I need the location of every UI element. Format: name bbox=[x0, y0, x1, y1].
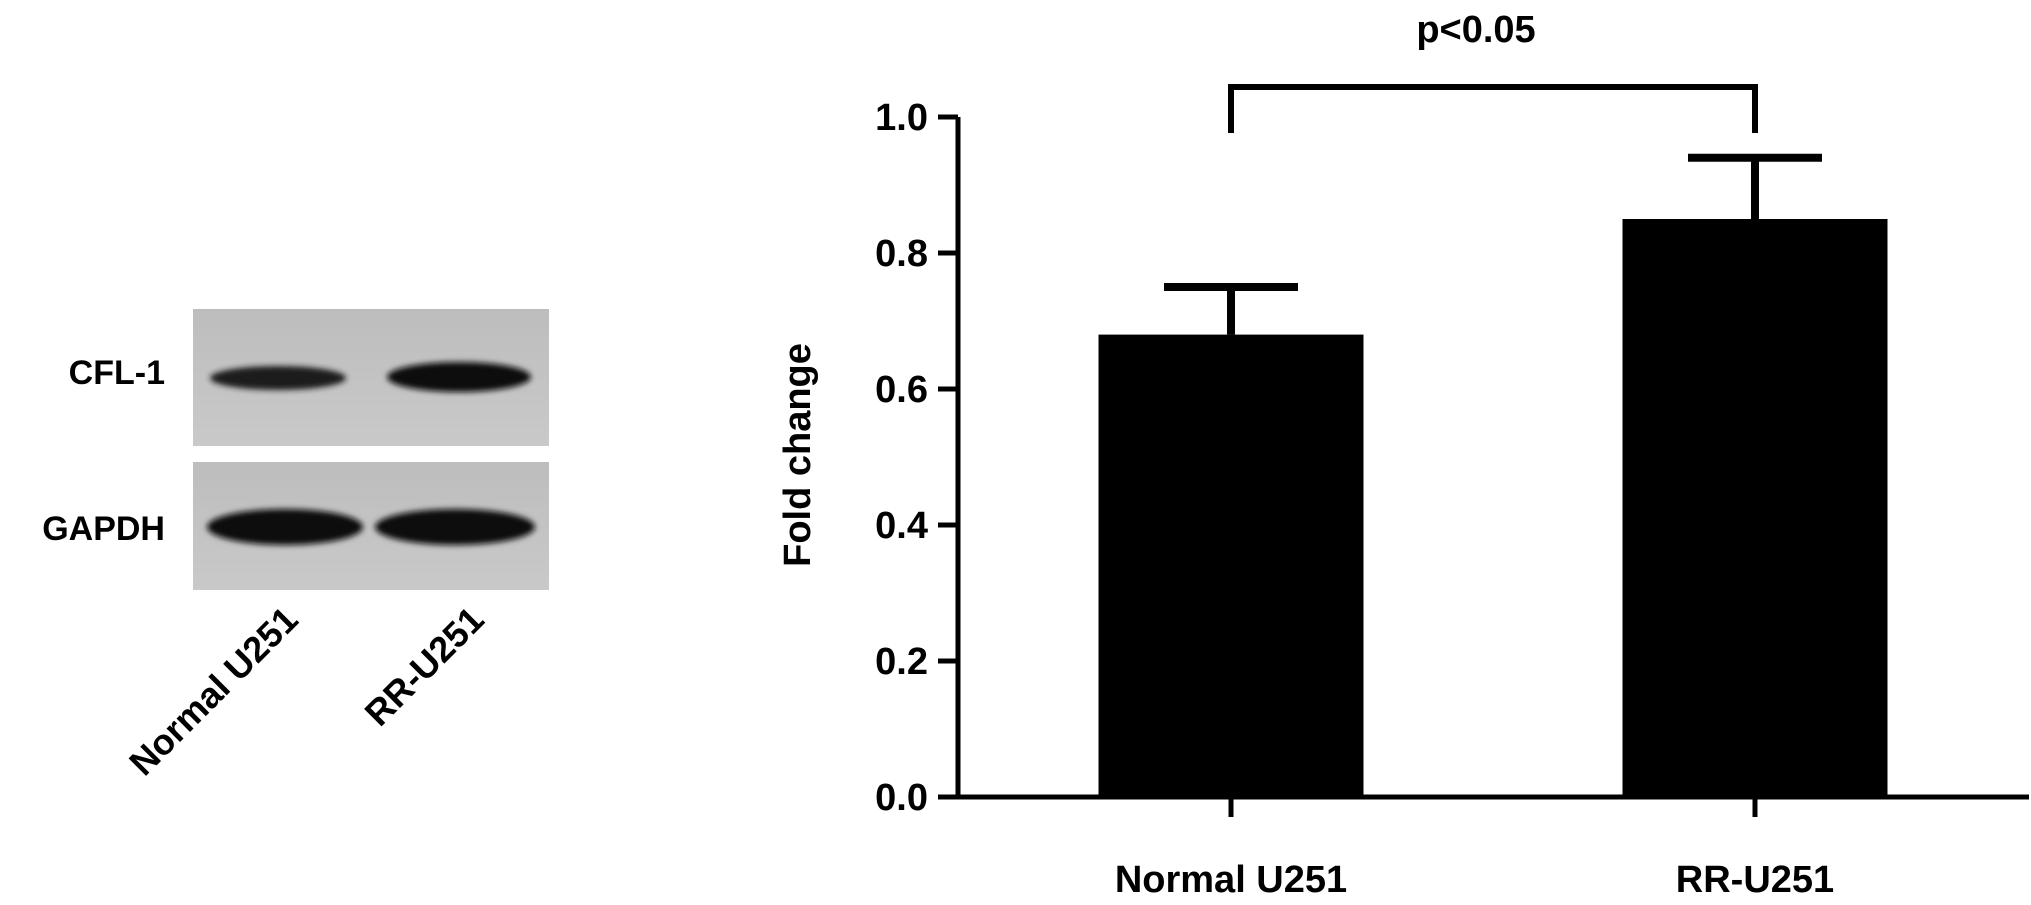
blot-row-label-gapdh: GAPDH bbox=[42, 510, 165, 548]
y-tick-label: 0.2 bbox=[875, 641, 928, 683]
bars bbox=[1098, 153, 1888, 797]
y-tick-label: 0.4 bbox=[875, 505, 928, 547]
blot-band-gapdh-rr bbox=[375, 509, 535, 545]
x-tick-label: Normal U251 bbox=[1115, 859, 1347, 901]
blot-row-cfl1: CFL-1 bbox=[69, 309, 549, 446]
y-axis-label: Fold change bbox=[777, 343, 819, 567]
blot-row-gapdh: GAPDH bbox=[42, 462, 549, 590]
blot-lane-label-rr: RR-U251 bbox=[357, 599, 492, 734]
significance-bracket-line bbox=[1228, 84, 1758, 133]
blot-band-cfl1-rr bbox=[387, 362, 531, 392]
blot-lane-label-normal: Normal U251 bbox=[121, 599, 306, 784]
y-tick-label: 0.6 bbox=[875, 369, 928, 411]
bar bbox=[1098, 334, 1364, 797]
significance-label: p<0.05 bbox=[1416, 9, 1535, 51]
y-tick-label: 0.0 bbox=[875, 777, 928, 819]
bar-chart: Fold change 0.0 0.2 0.4 0.6 0.8 1.0 Normal U2… bbox=[777, 9, 2029, 901]
x-ticks: Normal U251 RR-U251 bbox=[1115, 797, 1834, 901]
x-tick-label: RR-U251 bbox=[1676, 859, 1834, 901]
y-tick-label: 0.8 bbox=[875, 233, 928, 275]
blot-row-label-cfl1: CFL-1 bbox=[69, 354, 165, 392]
blot-band-cfl1-normal bbox=[210, 366, 346, 390]
western-blot: CFL-1 GAPDH Normal U251 RR-U251 bbox=[42, 309, 549, 783]
bar bbox=[1622, 219, 1888, 797]
y-tick-label: 1.0 bbox=[875, 97, 928, 139]
blot-band-gapdh-normal bbox=[207, 509, 363, 545]
y-ticks: 0.0 0.2 0.4 0.6 0.8 1.0 bbox=[875, 97, 958, 819]
significance-bracket: p<0.05 bbox=[1228, 9, 1758, 133]
